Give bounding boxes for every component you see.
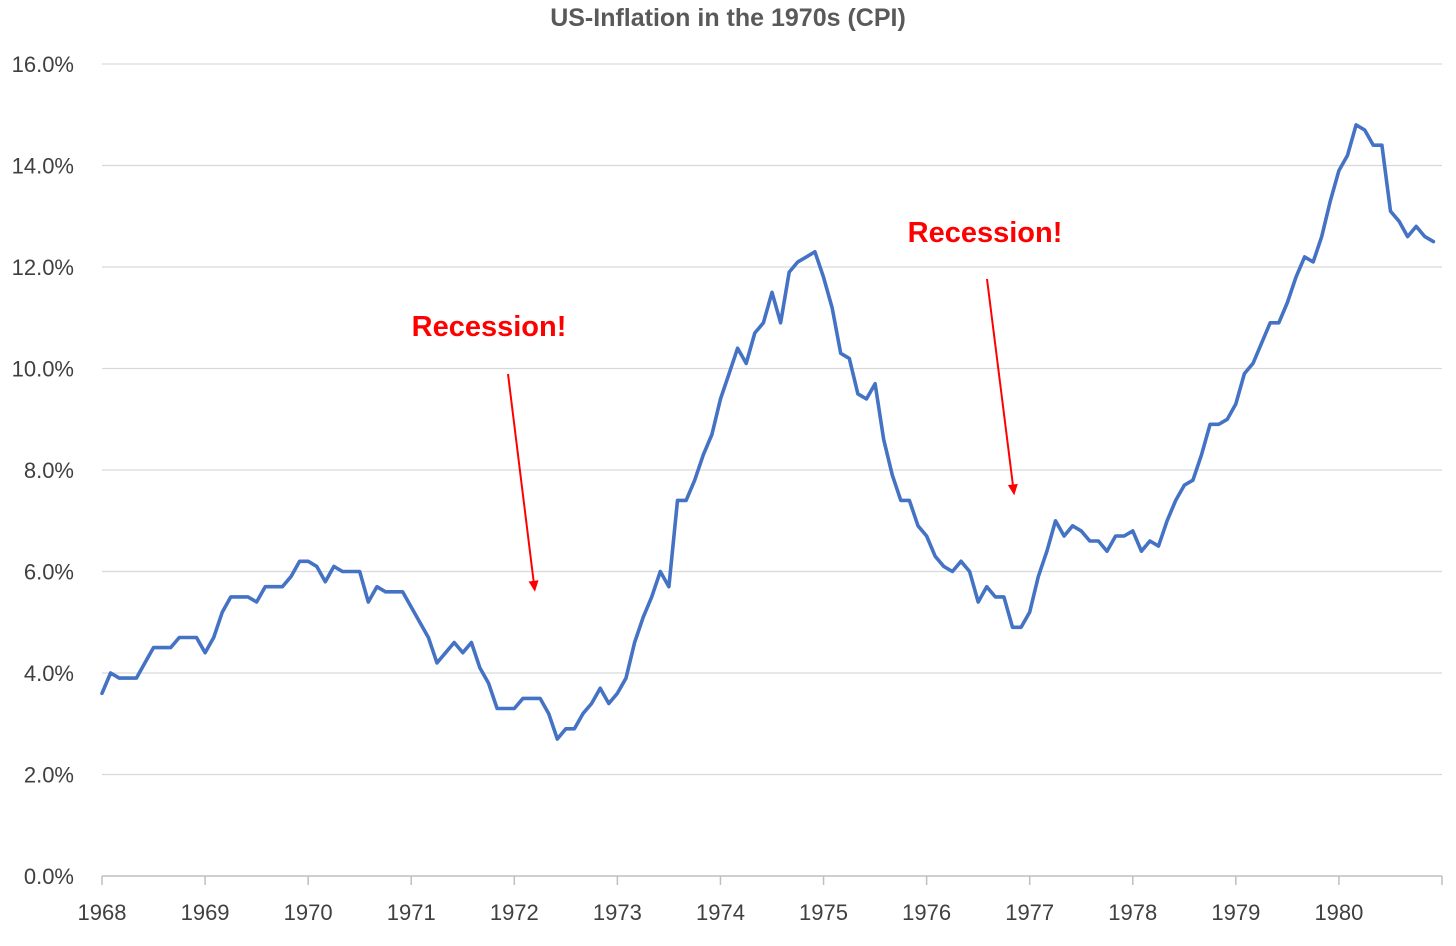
recession-annotation: Recession! <box>412 311 567 343</box>
x-tick-label: 1973 <box>593 900 642 925</box>
annotation-arrow <box>507 373 535 582</box>
x-tick-label: 1972 <box>490 900 539 925</box>
y-tick-label: 16.0% <box>12 52 74 77</box>
x-tick-label: 1974 <box>696 900 745 925</box>
y-tick-label: 6.0% <box>24 560 74 585</box>
y-tick-label: 12.0% <box>12 255 74 280</box>
recession-annotation: Recession! <box>908 217 1063 249</box>
y-axis-ticks: 0.0% 2.0% 4.0% 6.0% 8.0% 10.0% 12.0% 14.0% 16.0% <box>12 52 74 889</box>
x-axis-ticks: 1968 1969 1970 1971 1972 1973 1974 1975 1976 1977… <box>78 876 1443 925</box>
annotations: Recession! Recession! <box>412 217 1063 592</box>
y-tick-label: 10.0% <box>12 357 74 382</box>
annotation-arrowhead <box>1007 483 1018 496</box>
annotation-arrow <box>986 278 1014 485</box>
x-tick-label: 1977 <box>1005 900 1054 925</box>
x-tick-label: 1976 <box>902 900 951 925</box>
annotation-arrowhead <box>528 580 539 592</box>
gridlines <box>102 63 1442 877</box>
x-tick-label: 1971 <box>387 900 436 925</box>
series-line <box>100 123 1436 741</box>
x-tick-label: 1968 <box>78 900 127 925</box>
x-tick-label: 1969 <box>181 900 230 925</box>
x-tick-label: 1970 <box>284 900 333 925</box>
y-tick-label: 0.0% <box>24 864 74 889</box>
x-tick-label: 1979 <box>1211 900 1260 925</box>
x-tick-label: 1975 <box>799 900 848 925</box>
y-tick-label: 4.0% <box>24 661 74 686</box>
y-tick-label: 2.0% <box>24 763 74 788</box>
chart-title: US-Inflation in the 1970s (CPI) <box>550 4 906 32</box>
x-tick-label: 1980 <box>1314 900 1363 925</box>
x-tick-label: 1978 <box>1108 900 1157 925</box>
y-tick-label: 8.0% <box>24 458 74 483</box>
series-layer <box>100 123 1436 741</box>
y-tick-label: 14.0% <box>12 154 74 179</box>
